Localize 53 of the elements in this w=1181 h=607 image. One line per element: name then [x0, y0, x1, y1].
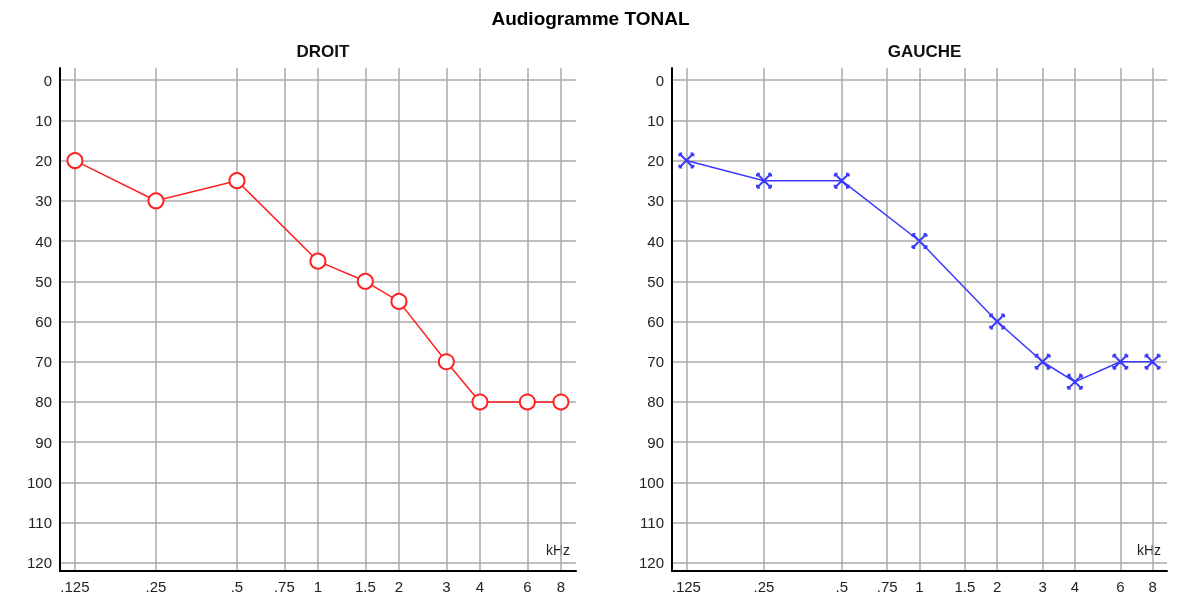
- y-tick-label: 50: [647, 272, 664, 290]
- y-tick-label: 20: [647, 152, 664, 170]
- x-tick-label: .5: [230, 578, 244, 595]
- x-axis-title: kHz: [1136, 542, 1162, 558]
- chart-title: GAUCHE: [887, 42, 962, 61]
- y-tick-label: 120: [638, 554, 664, 572]
- x-tick-label: .5: [835, 578, 848, 595]
- y-tick-label: 80: [647, 393, 664, 411]
- y-tick-label: 90: [35, 433, 52, 451]
- x-tick-label: .75: [273, 578, 295, 595]
- text: Audiogramme TONAL: [490, 8, 691, 30]
- x-tick-label: 3: [442, 578, 451, 595]
- x-tick-label: 2: [992, 578, 1002, 595]
- y-tick-label: 30: [35, 192, 52, 210]
- y-tick-label: 120: [26, 554, 52, 572]
- y-tick-label: 80: [35, 393, 52, 411]
- y-tick-label: 100: [26, 473, 52, 491]
- x-tick-label: .125: [671, 578, 701, 595]
- x-tick-label: .125: [60, 578, 90, 595]
- x-tick-label: 1.5: [354, 578, 376, 595]
- y-tick-label: 70: [647, 353, 664, 371]
- y-tick-label: 40: [35, 232, 52, 250]
- x-tick-label: 6: [1116, 578, 1125, 595]
- y-tick-label: 110: [640, 514, 664, 532]
- x-tick-label: .25: [753, 578, 775, 595]
- x-tick-label: 6: [523, 578, 532, 595]
- y-tick-label: 60: [35, 313, 52, 331]
- x-tick-label: .25: [145, 578, 167, 595]
- y-tick-label: 70: [35, 353, 52, 371]
- y-tick-label: 40: [647, 232, 664, 250]
- x-tick-label: 4: [475, 578, 485, 595]
- x-tick-label: .75: [876, 578, 898, 595]
- y-tick-label: 50: [35, 272, 52, 290]
- chart-title: DROIT: [296, 42, 351, 61]
- x-tick-label: 2: [394, 578, 404, 595]
- y-tick-label: 90: [647, 433, 664, 451]
- y-tick-label: 0: [655, 71, 664, 89]
- y-tick-label: 110: [28, 514, 52, 532]
- y-tick-label: 100: [638, 473, 664, 491]
- y-tick-label: 10: [647, 111, 664, 129]
- y-tick-label: 10: [35, 111, 52, 129]
- y-tick-label: 30: [647, 192, 664, 210]
- y-tick-label: 60: [647, 313, 664, 331]
- y-tick-label: 0: [43, 71, 52, 89]
- x-tick-label: 8: [556, 578, 566, 595]
- y-tick-label: 20: [35, 152, 52, 170]
- x-tick-label: 1: [313, 578, 323, 595]
- x-tick-label: 1: [915, 578, 924, 595]
- x-tick-label: 4: [1070, 578, 1080, 595]
- x-tick-label: 3: [1038, 578, 1047, 595]
- x-tick-label: 8: [1148, 578, 1157, 595]
- x-axis-title: kHz: [545, 542, 571, 558]
- x-tick-label: 1.5: [954, 578, 976, 595]
